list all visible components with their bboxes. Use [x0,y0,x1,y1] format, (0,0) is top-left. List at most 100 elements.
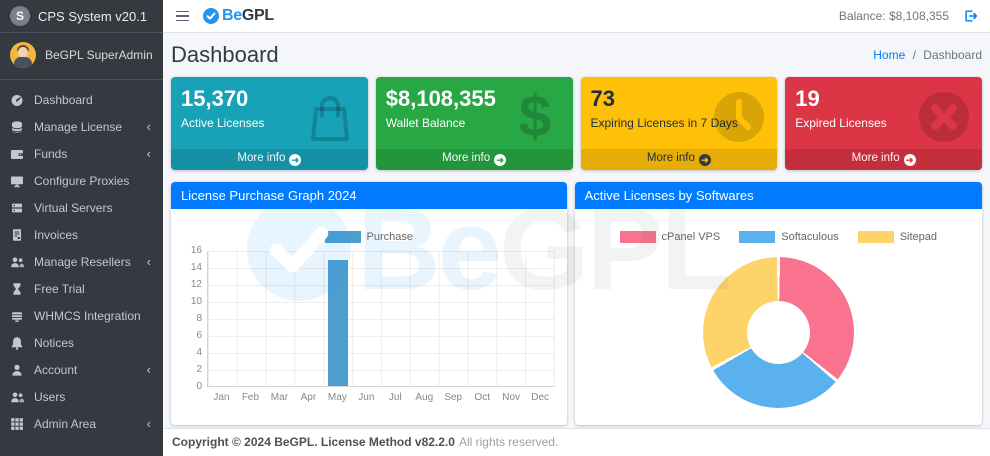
clock-icon [714,92,765,142]
sidebar-item-dashboard[interactable]: Dashboard [0,86,163,113]
user-icon [10,362,25,377]
bar-y-axis: 16 14 12 10 8 6 4 2 0 [183,246,207,392]
content-area: Dashboard Home / Dashboard 15,370 Active… [163,33,990,428]
sidebar-item-label: Invoices [34,227,79,242]
sidebar-item-virtual-servers[interactable]: Virtual Servers [0,194,163,221]
donut-hole [746,301,810,364]
verified-badge-icon [203,8,219,24]
x-circle-icon [919,92,969,142]
sidebar-item-label: Virtual Servers [34,200,113,215]
sidebar-item-whmcs-integration[interactable]: WHMCS Integration [0,302,163,329]
breadcrumb-home-link[interactable]: Home [873,48,906,62]
users-icon [10,254,25,269]
main-area: BeGPL Balance: $8,108,355 Dashboard Home… [163,0,990,456]
sidebar-item-users[interactable]: Users [0,383,163,410]
server-icon [10,200,25,215]
legend-item: Softaculous [739,231,839,243]
sidebar-item-manage-resellers[interactable]: Manage Resellers ‹ [0,248,163,275]
sidebar: S CPS System v20.1 BeGPL SuperAdmin Dash… [0,0,163,456]
legend-item: Sitepad [857,231,938,243]
legend-label: Purchase [366,231,414,243]
stat-box-expired-licenses: 19 Expired Licenses More info ➜ [785,77,982,170]
logo-gpl: GPL [241,7,274,24]
sidebar-item-label: Notices [34,335,75,350]
bar-x-axis: Jan Feb Mar Apr May Jun Jul Aug Sep Oct Nov Dec [207,392,555,403]
donut-chart-card: Active Licenses by Softwares cPanel VPS S… [574,182,982,425]
sidebar-item-funds[interactable]: Funds ‹ [0,140,163,167]
app-logo[interactable]: BeGPL [203,7,274,25]
bar-chart-legend: Purchase [183,231,555,243]
sidebar-item-label: Configure Proxies [34,173,130,188]
sidebar-item-notices[interactable]: Notices [0,329,163,356]
dollar-icon: $ [518,89,550,145]
logo-be: Be [222,7,242,24]
legend-label: Sitepad [899,231,938,243]
user-panel[interactable]: BeGPL SuperAdmin [0,33,163,80]
chevron-left-icon: ‹ [146,416,151,431]
donut-chart [702,257,854,408]
brand-title: CPS System v20.1 [38,8,148,24]
page-title: Dashboard [171,42,279,67]
svg-text:$: $ [518,89,550,145]
more-info-link[interactable]: More info ➜ [580,149,778,170]
arrow-circle-right-icon: ➜ [494,154,507,166]
y-tick-label: 16 [190,245,202,256]
stat-label: Expiring Licenses in 7 Days [590,115,738,130]
stat-boxes: 15,370 Active Licenses More info ➜ $8,108… [171,77,982,170]
legend-item: cPanel VPS [619,231,720,243]
y-tick-label: 14 [190,262,202,273]
sidebar-item-label: Admin Area [34,416,97,431]
stat-label: Wallet Balance [385,115,466,130]
stat-box-active-licenses: 15,370 Active Licenses More info ➜ [171,77,368,170]
y-tick-label: 10 [190,296,202,307]
x-tick-label: Jun [358,392,375,403]
desktop-icon [10,173,25,188]
bar-chart-card: License Purchase Graph 2024 Purchase 16 1… [171,182,567,425]
breadcrumb-current: Dashboard [923,48,982,62]
arrow-circle-right-icon: ➜ [289,154,302,166]
stat-value: 15,370 [181,86,249,111]
sidebar-item-manage-license[interactable]: Manage License ‹ [0,113,163,140]
top-navbar: BeGPL Balance: $8,108,355 [163,0,990,33]
invoice-icon [10,227,25,242]
hamburger-menu-icon[interactable] [175,8,190,25]
donut-chart-legend: cPanel VPS Softaculous Sitepad [587,231,970,243]
sign-out-icon[interactable] [963,9,978,23]
sidebar-item-label: Account [34,362,78,377]
more-info-link[interactable]: More info ➜ [171,149,368,170]
sidebar-item-label: WHMCS Integration [34,308,141,323]
sidebar-item-account[interactable]: Account ‹ [0,356,163,383]
stat-box-expiring-licenses: 73 Expiring Licenses in 7 Days More info… [580,77,778,170]
x-tick-label: Jul [388,392,402,403]
more-info-link[interactable]: More info ➜ [785,149,982,170]
sidebar-item-free-trial[interactable]: Free Trial [0,275,163,302]
chevron-left-icon: ‹ [146,146,151,161]
bell-icon [10,335,25,350]
y-tick-label: 0 [196,381,202,392]
sidebar-item-admin-area[interactable]: Admin Area ‹ [0,410,163,437]
sidebar-item-configure-proxies[interactable]: Configure Proxies [0,167,163,194]
x-tick-label: Nov [502,392,521,403]
sidebar-brand[interactable]: S CPS System v20.1 [0,0,163,33]
y-tick-label: 8 [196,313,202,324]
y-tick-label: 12 [190,279,202,290]
y-tick-label: 4 [196,347,202,358]
x-tick-label: Aug [415,392,434,403]
sidebar-nav: Dashboard Manage License ‹ Funds ‹ Configure … [0,86,163,437]
chevron-left-icon: ‹ [146,119,151,134]
dashboard-icon [10,92,25,107]
sidebar-item-label: Users [34,389,66,404]
x-tick-label: Dec [531,392,550,403]
stat-value: 19 [795,86,820,111]
y-tick-label: 2 [196,364,202,375]
more-info-link[interactable]: More info ➜ [375,149,573,170]
stat-value: $8,108,355 [385,86,496,111]
wallet-icon [10,146,25,161]
x-tick-label: Feb [241,392,260,403]
x-tick-label: Apr [300,392,317,403]
x-tick-label: Sep [444,392,463,403]
legend-label: Softaculous [781,231,839,243]
footer-copyright: Copyright © 2024 BeGPL. License Method v… [172,435,455,449]
sidebar-item-label: Free Trial [34,281,85,296]
sidebar-item-invoices[interactable]: Invoices [0,221,163,248]
